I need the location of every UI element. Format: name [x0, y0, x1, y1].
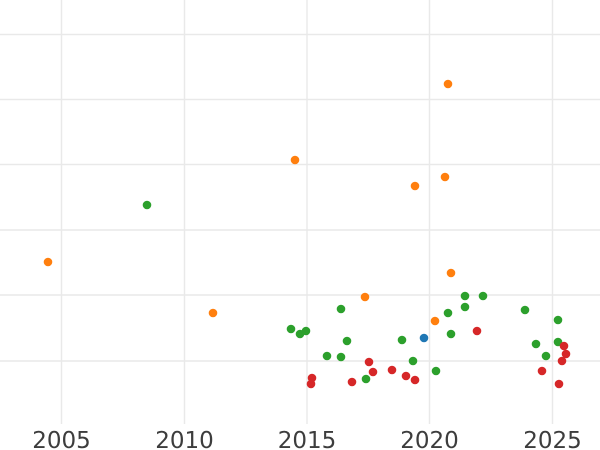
x-tick-label: 2015 — [278, 428, 337, 450]
data-point-orange — [446, 268, 456, 278]
data-point-red — [387, 365, 397, 375]
data-point-green — [460, 302, 470, 312]
x-tick-label: 2025 — [523, 428, 582, 450]
data-point-orange — [430, 316, 440, 326]
data-point-red — [410, 375, 420, 385]
data-point-red — [307, 373, 317, 383]
data-point-blue — [419, 333, 429, 343]
data-point-green — [408, 356, 418, 366]
vertical-gridlines — [60, 0, 554, 424]
x-axis-tick-labels: 2005 2010 2015 2020 2025 — [32, 428, 582, 450]
data-point-green — [531, 339, 541, 349]
data-point-red — [557, 356, 567, 366]
data-point-green — [443, 308, 453, 318]
data-point-red — [559, 341, 569, 351]
horizontal-gridlines — [0, 33, 600, 362]
data-point-green — [520, 305, 530, 315]
data-point-red — [472, 326, 482, 336]
data-point-red — [561, 349, 571, 359]
x-tick-label: 2005 — [32, 428, 91, 450]
data-point-red — [401, 371, 411, 381]
data-point-green — [336, 304, 346, 314]
data-point-green — [322, 351, 332, 361]
x-tick-label: 2010 — [155, 428, 214, 450]
data-point-red — [364, 357, 374, 367]
data-point-orange — [440, 172, 450, 182]
data-point-green — [336, 352, 346, 362]
data-point-green — [342, 336, 352, 346]
x-tick-label: 2020 — [400, 428, 459, 450]
data-point-green — [286, 324, 296, 334]
data-points — [43, 79, 571, 389]
data-point-red — [347, 377, 357, 387]
data-point-orange — [360, 292, 370, 302]
data-point-green — [301, 326, 311, 336]
data-point-green — [142, 200, 152, 210]
data-point-orange — [443, 79, 453, 89]
data-point-green — [541, 351, 551, 361]
data-point-orange — [410, 181, 420, 191]
data-point-green — [397, 335, 407, 345]
data-point-green — [361, 374, 371, 384]
data-point-green — [431, 366, 441, 376]
data-point-green — [478, 291, 488, 301]
data-point-red — [554, 379, 564, 389]
data-point-green — [553, 315, 563, 325]
data-point-green — [446, 329, 456, 339]
data-point-orange — [208, 308, 218, 318]
data-point-green — [460, 291, 470, 301]
data-point-orange — [290, 155, 300, 165]
data-point-red — [537, 366, 547, 376]
data-point-orange — [43, 257, 53, 267]
data-point-red — [368, 367, 378, 377]
